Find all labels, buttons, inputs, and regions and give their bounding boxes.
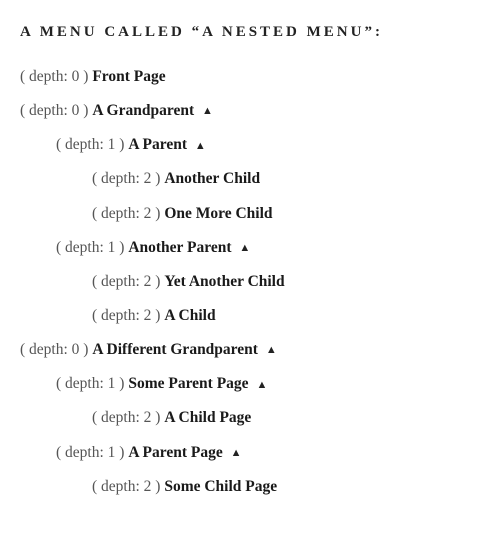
depth-label: ( depth: 1 ) (56, 444, 128, 461)
menu-item[interactable]: ( depth: 0 ) Front Page (20, 67, 480, 87)
depth-label: ( depth: 1 ) (56, 239, 128, 256)
depth-label: ( depth: 2 ) (92, 478, 164, 495)
menu-item-label: A Child (164, 307, 215, 324)
menu-item[interactable]: ( depth: 1 ) A Parent ▲ (20, 135, 480, 155)
menu-item-label: Front Page (92, 68, 165, 85)
collapse-toggle-icon[interactable]: ▲ (266, 343, 277, 357)
menu-item[interactable]: ( depth: 2 ) One More Child (20, 204, 480, 224)
menu-item[interactable]: ( depth: 2 ) A Child Page (20, 408, 480, 428)
menu-item[interactable]: ( depth: 2 ) Some Child Page (20, 477, 480, 497)
depth-label: ( depth: 2 ) (92, 409, 164, 426)
menu-item[interactable]: ( depth: 2 ) A Child (20, 306, 480, 326)
menu-heading: A MENU CALLED A NESTED MENU: (20, 24, 480, 41)
menu-item-label: A Parent (128, 136, 187, 153)
depth-label: ( depth: 0 ) (20, 102, 92, 119)
collapse-toggle-icon[interactable]: ▲ (231, 446, 242, 460)
collapse-toggle-icon[interactable]: ▲ (195, 139, 206, 153)
menu-item-label: Another Parent (128, 239, 231, 256)
depth-label: ( depth: 2 ) (92, 273, 164, 290)
heading-prefix: A MENU CALLED (20, 24, 192, 40)
menu-item[interactable]: ( depth: 0 ) A Different Grandparent ▲ (20, 340, 480, 360)
menu-item-label: Yet Another Child (164, 273, 284, 290)
depth-label: ( depth: 2 ) (92, 205, 164, 222)
menu-item-label: A Different Grandparent (92, 341, 258, 358)
menu-item[interactable]: ( depth: 2 ) Another Child (20, 169, 480, 189)
menu-item-label: A Child Page (164, 409, 251, 426)
collapse-toggle-icon[interactable]: ▲ (202, 104, 213, 118)
depth-label: ( depth: 0 ) (20, 68, 92, 85)
menu-item[interactable]: ( depth: 1 ) Another Parent ▲ (20, 238, 480, 258)
collapse-toggle-icon[interactable]: ▲ (239, 241, 250, 255)
depth-label: ( depth: 1 ) (56, 375, 128, 392)
menu-item-label: Some Parent Page (128, 375, 248, 392)
nested-menu-list: ( depth: 0 ) Front Page( depth: 0 ) A Gr… (20, 67, 480, 497)
open-quote-icon (192, 24, 203, 40)
menu-item[interactable]: ( depth: 1 ) Some Parent Page ▲ (20, 374, 480, 394)
heading-menu-name: A NESTED MENU (202, 24, 364, 40)
menu-item[interactable]: ( depth: 2 ) Yet Another Child (20, 272, 480, 292)
depth-label: ( depth: 1 ) (56, 136, 128, 153)
menu-item[interactable]: ( depth: 0 ) A Grandparent ▲ (20, 101, 480, 121)
menu-item-label: A Grandparent (92, 102, 194, 119)
depth-label: ( depth: 2 ) (92, 307, 164, 324)
close-quote-icon (364, 24, 375, 40)
heading-suffix: : (375, 24, 383, 40)
menu-item-label: Another Child (164, 170, 260, 187)
depth-label: ( depth: 2 ) (92, 170, 164, 187)
depth-label: ( depth: 0 ) (20, 341, 92, 358)
collapse-toggle-icon[interactable]: ▲ (256, 378, 267, 392)
menu-item-label: Some Child Page (164, 478, 277, 495)
menu-item[interactable]: ( depth: 1 ) A Parent Page ▲ (20, 443, 480, 463)
menu-item-label: One More Child (164, 205, 272, 222)
menu-item-label: A Parent Page (128, 444, 222, 461)
